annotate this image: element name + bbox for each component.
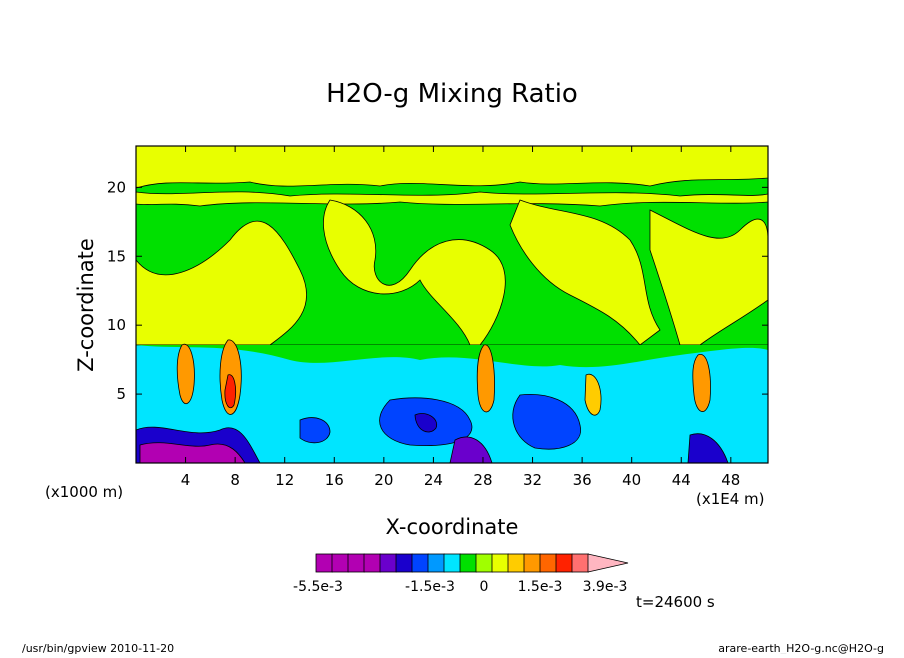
contour-region xyxy=(136,220,307,346)
colorbar-segment xyxy=(571,553,589,573)
colorbar-tick-label: 3.9e-3 xyxy=(583,579,628,595)
colorbar-extension-arrow xyxy=(587,553,629,573)
y-unit-label: (x1000 m) xyxy=(45,483,123,501)
footer-left: /usr/bin/gpview 2010-11-20 xyxy=(22,642,174,654)
colorbar-segment xyxy=(395,553,413,573)
colorbar-segment xyxy=(443,553,461,573)
colorbar-segment xyxy=(347,553,365,573)
colorbar-segment xyxy=(459,553,477,573)
contour-region xyxy=(476,344,495,413)
contour-region xyxy=(323,199,506,346)
x-tick-label: 40 xyxy=(622,471,641,489)
x-tick-label: 48 xyxy=(721,471,740,489)
contour-region xyxy=(299,417,331,444)
x-tick-label: 8 xyxy=(230,471,240,489)
colorbar-segment xyxy=(523,553,541,573)
chart-title: H2O-g Mixing Ratio xyxy=(326,79,578,109)
colorbar-segment xyxy=(315,553,333,573)
y-axis-label: Z-coordinate xyxy=(74,238,98,372)
contour-region xyxy=(512,394,581,450)
footer-right: arare-earth_H2O-g.nc@H2O-g xyxy=(718,642,884,654)
time-label: t=24600 s xyxy=(636,593,715,611)
plot-frame xyxy=(135,145,769,464)
contour-region xyxy=(224,374,236,409)
x-tick-label: 24 xyxy=(424,471,443,489)
x-tick-label: 12 xyxy=(275,471,294,489)
colorbar-tick-label: -5.5e-3 xyxy=(293,579,343,595)
y-tick-label: 5 xyxy=(116,385,126,403)
x-axis-label: X-coordinate xyxy=(386,515,519,539)
colorbar-segment xyxy=(491,553,509,573)
colorbar-tick-label: 0 xyxy=(480,579,489,595)
colorbar-segment xyxy=(411,553,429,573)
contour-region xyxy=(136,146,768,189)
y-tick-label: 15 xyxy=(107,247,126,265)
colorbar-segment xyxy=(379,553,397,573)
colorbar-segment xyxy=(363,553,381,573)
x-axis-ticks: 4 8 12 16 20 24 28 32 36 40 44 48 xyxy=(181,146,740,489)
contour-region xyxy=(176,343,195,405)
x-tick-label: 28 xyxy=(473,471,492,489)
contour-region xyxy=(692,354,711,412)
colorbar-segment xyxy=(427,553,445,573)
contour-region xyxy=(139,442,246,463)
x-unit-label: (x1E4 m) xyxy=(696,490,765,508)
x-tick-label: 16 xyxy=(325,471,344,489)
contour-region xyxy=(509,199,661,346)
x-tick-label: 44 xyxy=(672,471,691,489)
colorbar-segment xyxy=(539,553,557,573)
y-tick-label: 10 xyxy=(107,316,126,334)
y-axis-ticks: 5 10 15 20 xyxy=(107,178,768,403)
colorbar xyxy=(315,553,629,573)
x-tick-label: 32 xyxy=(523,471,542,489)
colorbar-segment xyxy=(331,553,349,573)
contour-region xyxy=(687,433,729,463)
colorbar-tick-label: 1.5e-3 xyxy=(518,579,563,595)
colorbar-segment xyxy=(555,553,573,573)
contour-region xyxy=(136,345,768,368)
contour-region xyxy=(414,413,438,433)
colorbar-tick-labels: -5.5e-3 -1.5e-3 0 1.5e-3 3.9e-3 xyxy=(293,579,627,595)
colorbar-segment xyxy=(507,553,525,573)
contour-region xyxy=(449,436,493,463)
y-tick-label: 20 xyxy=(107,178,126,196)
contour-field xyxy=(136,146,768,463)
contour-region xyxy=(584,373,602,416)
colorbar-tick-label: -1.5e-3 xyxy=(405,579,455,595)
x-tick-label: 20 xyxy=(374,471,393,489)
x-tick-label: 36 xyxy=(573,471,592,489)
colorbar-segment xyxy=(475,553,493,573)
x-tick-label: 4 xyxy=(181,471,191,489)
